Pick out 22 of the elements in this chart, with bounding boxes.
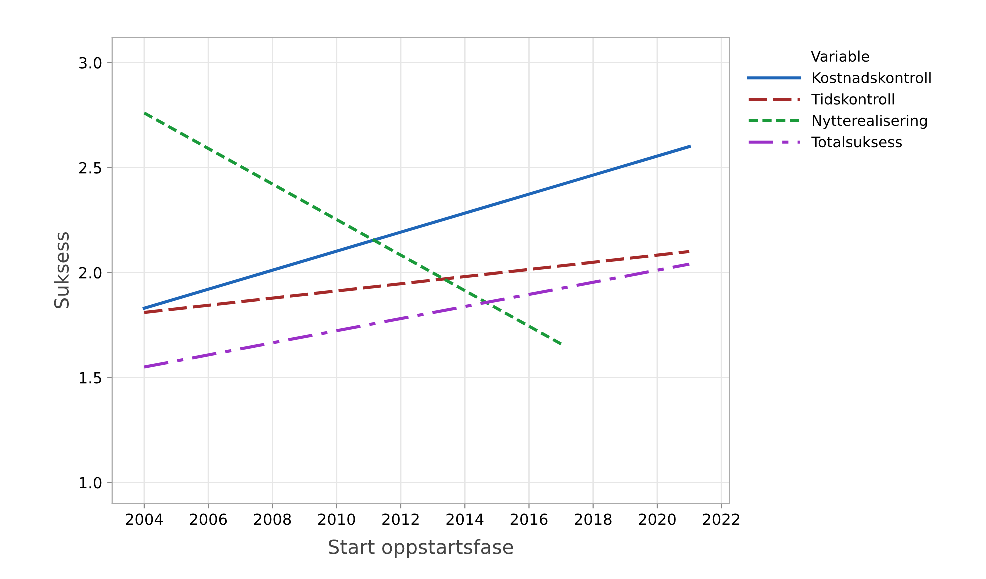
x-tick-label: 2014 xyxy=(446,514,484,526)
x-tick-label: 2016 xyxy=(510,514,548,526)
x-tick-label: 2018 xyxy=(575,514,612,526)
x-axis-title: Start oppstartsfase xyxy=(329,539,514,558)
x-tick-label: 2004 xyxy=(126,514,164,526)
x-tick-label: 2022 xyxy=(703,514,740,526)
x-tick-label: 2012 xyxy=(382,514,419,526)
x-tick-label: 2008 xyxy=(254,514,292,526)
legend-label: Tidskontroll xyxy=(812,94,894,105)
legend-label: Kostnadskontroll xyxy=(813,72,931,84)
x-tick-label: 2020 xyxy=(639,514,676,526)
y-tick-label: 3.0 xyxy=(80,57,102,69)
y-tick-label: 2.0 xyxy=(80,267,102,279)
y-tick-label: 1.0 xyxy=(80,477,102,489)
x-tick-label: 2010 xyxy=(318,514,356,526)
legend-title: Variable xyxy=(811,50,870,62)
legend-label: Nytterealisering xyxy=(813,114,928,130)
y-axis-title: Suksess xyxy=(54,232,70,309)
x-tick-label: 2006 xyxy=(190,514,228,526)
legend-label: Totalsuksess xyxy=(812,136,902,148)
y-tick-label: 1.5 xyxy=(80,372,102,384)
y-tick-label: 2.5 xyxy=(80,162,102,174)
